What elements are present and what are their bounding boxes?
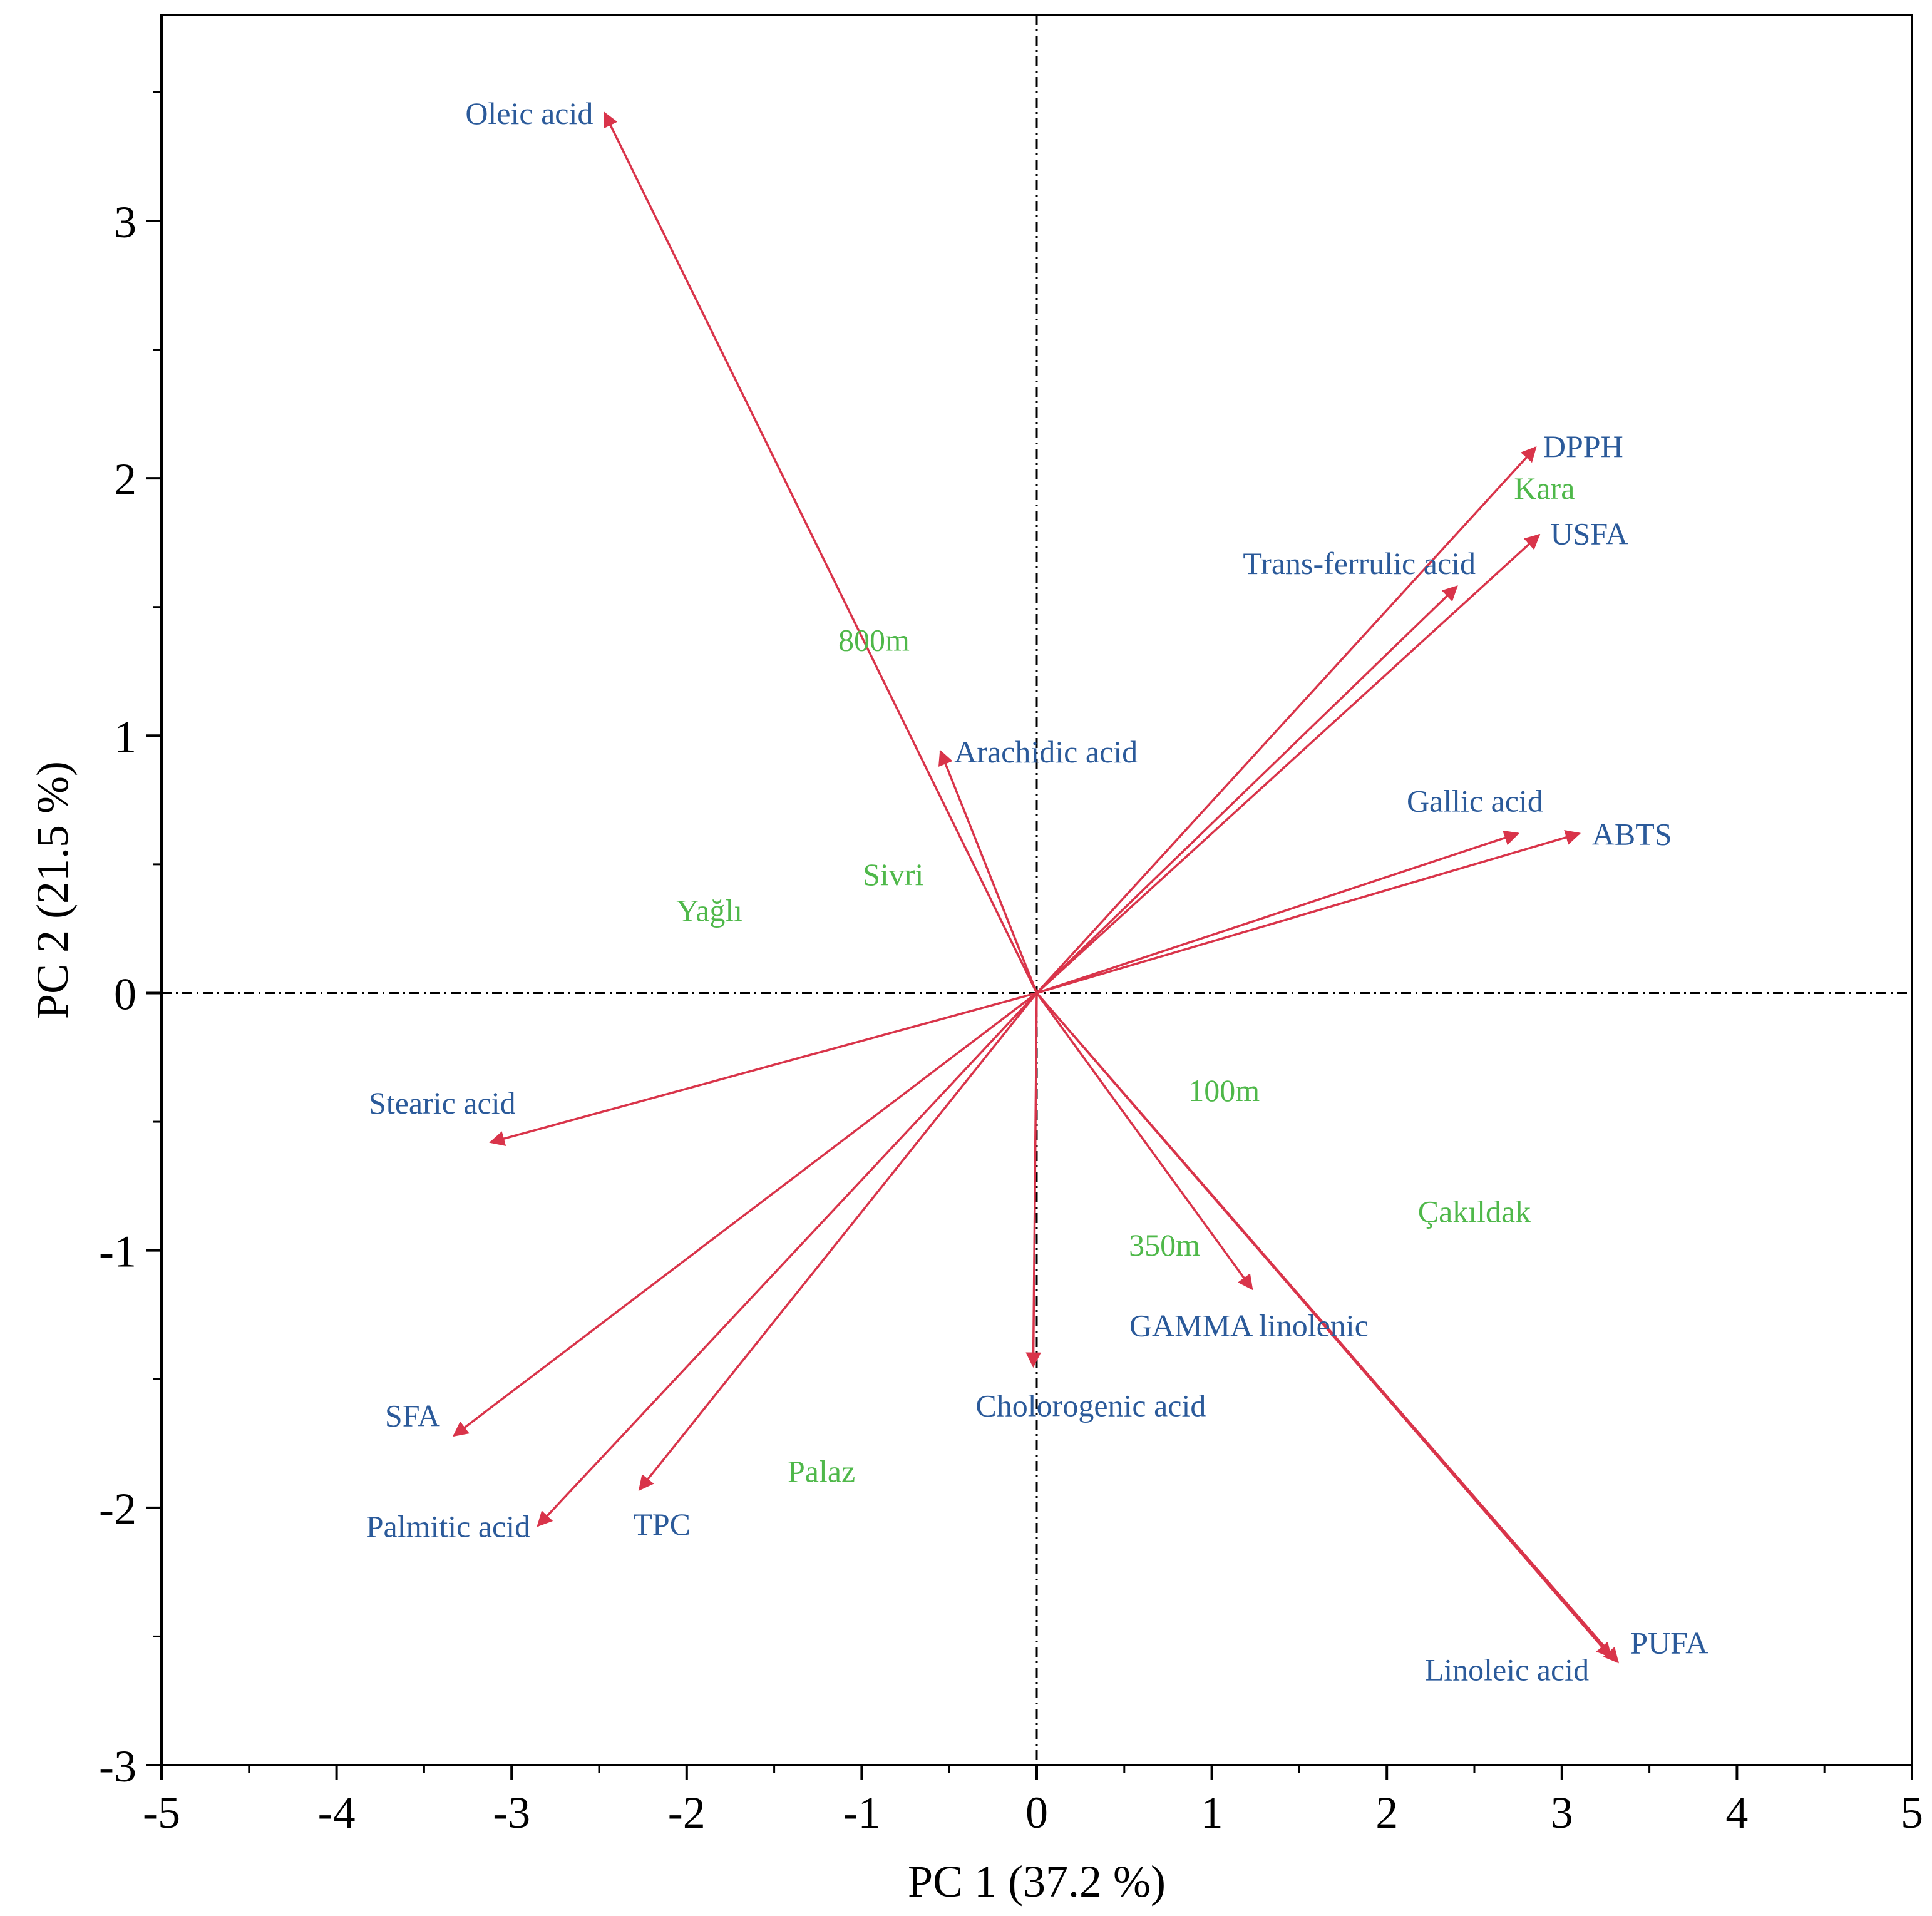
variable-label-usfa: USFA [1550,516,1628,551]
vector-stearic-acid [489,991,1037,1146]
x-tick-label: -1 [843,1788,880,1838]
x-tick-label: 5 [1901,1788,1923,1838]
variable-label-oleic-acid: Oleic acid [465,96,593,131]
vector-oleic-acid [603,111,1038,994]
x-tick-label: -4 [318,1788,356,1838]
observation-label-100m: 100m [1188,1073,1260,1108]
observation-label-palaz: Palaz [788,1454,855,1489]
x-tick-label: 4 [1725,1788,1748,1838]
variable-label-palmitic-acid: Palmitic acid [366,1509,530,1544]
y-tick-label: -2 [99,1484,136,1534]
x-tick-label: -3 [493,1788,530,1838]
variable-label-cholorogenic-acid: Cholorogenic acid [975,1388,1206,1423]
observation-label-cak-ldak: Çakıldak [1418,1194,1531,1229]
variable-label-sfa: SFA [385,1398,440,1433]
y-tick-label: 0 [114,969,136,1019]
observation-label-yagl: Yağlı [676,893,742,928]
variable-label-tpc: TPC [633,1507,691,1542]
vector-sfa [452,992,1038,1437]
x-tick-label: 1 [1201,1788,1223,1838]
vector-gallic-acid [1036,830,1520,995]
vector-usfa [1035,533,1541,994]
y-tick-label: -1 [99,1227,136,1277]
observation-label-350m: 350m [1129,1227,1200,1263]
x-tick-label: -5 [143,1788,180,1838]
x-tick-label: 2 [1375,1788,1398,1838]
vector-abts [1036,830,1581,995]
vector-trans-ferrulic-acid [1035,585,1458,994]
x-axis-title: PC 1 (37.2 %) [908,1857,1166,1907]
y-tick-label: 1 [114,712,136,762]
variable-label-stearic-acid: Stearic acid [369,1085,516,1120]
observation-label-800m: 800m [838,623,910,658]
vector-dpph [1035,446,1537,994]
variable-label-dpph: DPPH [1543,429,1623,464]
variable-label-trans-ferrulic-acid: Trans-ferrulic acid [1243,546,1476,581]
variable-label-linoleic-acid: Linoleic acid [1425,1652,1589,1687]
observation-label-sivri: Sivri [863,857,923,892]
vector-cholorogenic-acid [1025,993,1041,1368]
vector-arachidic-acid [938,749,1038,994]
x-tick-label: 0 [1025,1788,1048,1838]
variable-label-gallic-acid: Gallic acid [1407,784,1543,819]
vector-gamma-linolenic [1035,992,1253,1291]
vector-tpc [638,992,1038,1491]
vector-palmitic-acid [537,992,1038,1527]
x-tick-label: 3 [1551,1788,1573,1838]
vector-linoleic-acid [1035,992,1612,1659]
y-axis-title: PC 2 (21.5 %) [28,761,78,1019]
variable-label-gamma-linolenic: GAMMA linolenic [1129,1308,1369,1343]
y-tick-label: 2 [114,454,136,505]
y-tick-label: 3 [114,197,136,247]
y-tick-label: -3 [99,1741,136,1791]
variable-label-abts: ABTS [1592,817,1672,852]
x-tick-label: -2 [668,1788,706,1838]
variable-label-arachidic-acid: Arachidic acid [954,734,1138,769]
variable-label-pufa: PUFA [1630,1626,1708,1661]
observation-label-kara: Kara [1514,471,1575,506]
